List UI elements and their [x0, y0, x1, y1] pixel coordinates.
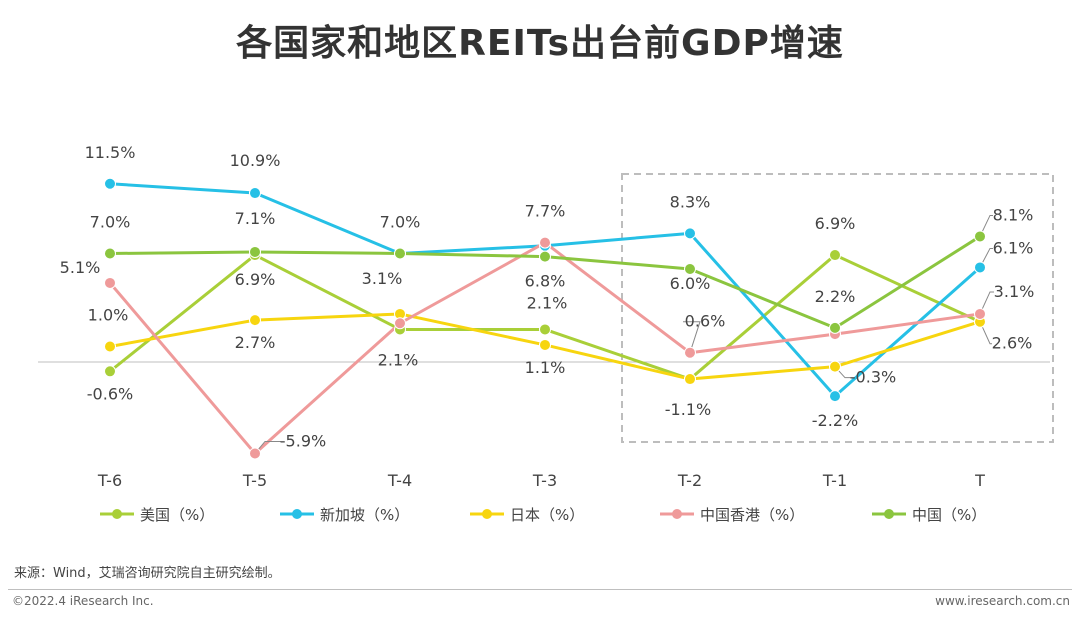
data-point-japan — [829, 360, 841, 373]
x-tick-label: T-4 — [387, 471, 412, 490]
legend-item-singapore: 新加坡（%） — [280, 506, 409, 524]
data-label-singapore: 8.3% — [670, 192, 711, 211]
data-label-singapore: 10.9% — [230, 151, 281, 170]
legend-item-hongkong: 中国香港（%） — [660, 506, 804, 524]
data-point-singapore — [249, 187, 261, 200]
leader-line-hongkong — [683, 321, 701, 353]
x-tick-label: T-1 — [822, 471, 847, 490]
data-label-hongkong: -5.9% — [280, 431, 326, 450]
source-note: 来源：Wind，艾瑞咨询研究院自主研究绘制。 — [14, 566, 281, 581]
data-point-singapore — [684, 227, 696, 240]
data-point-hongkong — [104, 276, 116, 289]
leader-line-usa — [979, 321, 992, 345]
legend-label: 日本（%） — [510, 506, 584, 524]
website-url: www.iresearch.com.cn — [935, 594, 1070, 608]
data-point-china — [829, 321, 841, 334]
data-label-hongkong: 7.7% — [525, 202, 566, 221]
x-tick-label: T-5 — [242, 471, 267, 490]
x-tick-label: T-2 — [677, 471, 702, 490]
legend-swatch-marker — [482, 509, 492, 519]
legend-item-japan: 日本（%） — [470, 506, 584, 524]
legend-label: 中国（%） — [912, 506, 986, 524]
data-label-japan: -0.3% — [850, 368, 896, 387]
data-point-china — [104, 247, 116, 260]
data-point-hongkong — [684, 346, 696, 359]
data-point-china — [249, 245, 261, 258]
footer-divider — [8, 589, 1072, 590]
x-tick-label: T — [974, 471, 985, 490]
leader-line-hongkong — [979, 291, 994, 315]
highlight-box — [621, 173, 1054, 443]
x-tick-label: T-6 — [97, 471, 122, 490]
data-point-hongkong — [974, 307, 986, 320]
data-label-hongkong: 5.1% — [60, 258, 101, 277]
x-tick-label: T-3 — [532, 471, 557, 490]
data-point-china — [539, 250, 551, 263]
data-label-singapore: -2.2% — [812, 411, 858, 430]
data-point-usa — [104, 365, 116, 378]
legend-item-china: 中国（%） — [872, 506, 986, 524]
data-point-hongkong — [394, 317, 406, 330]
data-label-usa: 2.1% — [378, 350, 419, 369]
legend-label: 新加坡（%） — [320, 506, 409, 524]
legend-swatch-marker — [672, 509, 682, 519]
data-point-hongkong — [249, 447, 261, 460]
data-label-hongkong: 0.6% — [685, 312, 726, 331]
data-label-usa: 6.9% — [235, 270, 276, 289]
data-point-china — [394, 247, 406, 260]
data-point-singapore — [829, 390, 841, 403]
chart-title: 各国家和地区REITs出台前GDP增速 — [236, 23, 844, 64]
line-chart: -0.6% 6.9% 2.1% 2.1% -1.1% 6.9% 2.6% 11.5% 10.9%… — [38, 143, 1054, 524]
data-point-japan — [104, 340, 116, 353]
legend-item-usa: 美国（%） — [100, 506, 214, 524]
leader-line-singapore — [979, 247, 993, 268]
data-label-china: 7.0% — [380, 213, 421, 232]
data-label-china: 6.8% — [525, 272, 566, 291]
legend-label: 中国香港（%） — [700, 506, 804, 524]
data-label-japan: 1.0% — [88, 306, 129, 325]
data-label-usa: 2.6% — [992, 334, 1033, 353]
legend-label: 美国（%） — [140, 506, 214, 524]
data-label-china: 7.0% — [90, 213, 131, 232]
data-label-usa: -0.6% — [87, 384, 133, 403]
data-label-china: 2.2% — [815, 287, 856, 306]
data-point-japan — [249, 314, 261, 327]
data-point-singapore — [104, 177, 116, 190]
data-point-japan — [684, 373, 696, 386]
leader-line-china — [979, 214, 993, 237]
data-point-hongkong — [539, 236, 551, 249]
copyright-text: ©2022.4 iResearch Inc. — [12, 594, 154, 608]
data-label-usa: 6.9% — [815, 214, 856, 233]
data-point-singapore — [974, 261, 986, 274]
data-label-singapore: 6.1% — [993, 238, 1034, 257]
data-label-usa: -1.1% — [665, 400, 711, 419]
data-label-singapore: 11.5% — [85, 143, 136, 162]
legend-swatch-marker — [292, 509, 302, 519]
data-point-japan — [539, 338, 551, 351]
data-label-japan: 3.1% — [362, 269, 403, 288]
legend-swatch-marker — [112, 509, 122, 519]
data-point-usa — [829, 249, 841, 262]
data-point-china — [974, 230, 986, 243]
data-label-japan: 2.7% — [235, 333, 276, 352]
data-label-china: 6.0% — [670, 274, 711, 293]
data-point-usa — [539, 323, 551, 336]
data-label-china: 8.1% — [993, 205, 1034, 224]
data-label-china: 7.1% — [235, 209, 276, 228]
data-point-china — [684, 263, 696, 275]
data-label-hongkong: 3.1% — [994, 282, 1035, 301]
data-label-japan: 1.1% — [525, 358, 566, 377]
data-label-usa: 2.1% — [527, 293, 568, 312]
legend-swatch-marker — [884, 509, 894, 519]
